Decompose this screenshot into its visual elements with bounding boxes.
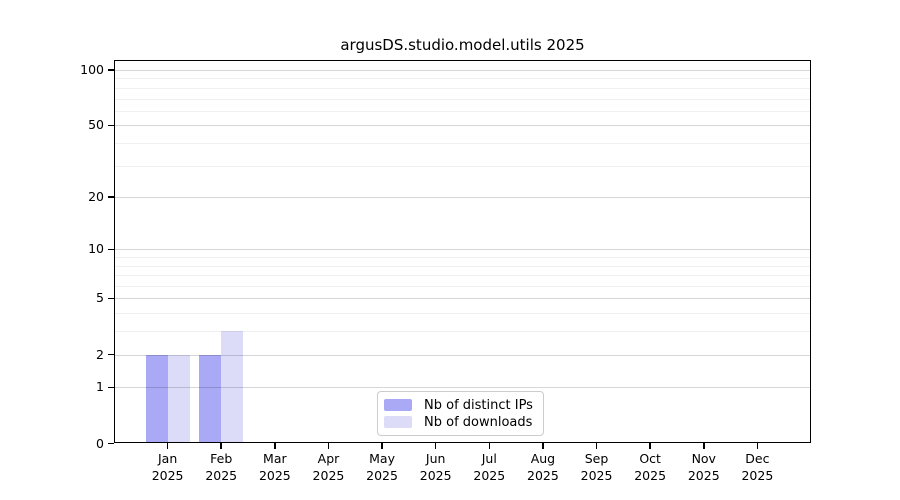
month-label: Sep	[584, 451, 609, 466]
x-tick-label: Aug 2025	[511, 450, 575, 484]
x-tick-label: May 2025	[350, 450, 414, 484]
chart-title: argusDS.studio.model.utils 2025	[340, 36, 585, 54]
legend-swatch	[384, 416, 412, 428]
x-tick-label: Nov 2025	[672, 450, 736, 484]
y-axis-tick	[108, 124, 114, 127]
y-axis-tick	[108, 386, 114, 389]
x-axis-tick	[166, 443, 169, 449]
month-label: Feb	[210, 451, 233, 466]
bar-distinct-ips	[145, 354, 168, 443]
x-axis-tick	[488, 443, 491, 449]
y-tick-label: 50	[88, 117, 104, 133]
y-axis-tick	[108, 196, 114, 198]
x-tick-label: Feb 2025	[189, 450, 253, 484]
x-tick-label: Oct 2025	[618, 450, 682, 484]
x-tick-label: Apr 2025	[296, 450, 360, 484]
y-axis-tick	[108, 297, 114, 300]
year-label: 2025	[634, 468, 667, 483]
y-axis-tick	[108, 69, 114, 71]
x-axis-tick	[434, 443, 437, 449]
y-axis-tick	[108, 442, 114, 445]
x-axis-tick	[542, 443, 544, 449]
year-label: 2025	[366, 468, 398, 483]
month-label: Jun	[425, 451, 446, 466]
legend-entry: Nb of downloads	[384, 414, 535, 430]
year-label: 2025	[741, 468, 774, 483]
y-tick-label: 10	[88, 241, 104, 257]
month-label: Jan	[157, 451, 178, 466]
plot-area	[114, 60, 811, 443]
y-axis-tick	[108, 248, 114, 251]
x-axis-tick	[703, 443, 705, 449]
month-label: Dec	[745, 451, 770, 466]
year-label: 2025	[205, 468, 238, 483]
bar-downloads	[167, 354, 190, 443]
year-label: 2025	[312, 468, 345, 483]
legend-entry: Nb of distinct IPs	[384, 397, 535, 413]
x-axis-tick	[756, 443, 759, 449]
x-axis-tick	[595, 443, 598, 449]
year-label: 2025	[151, 468, 184, 483]
year-label: 2025	[687, 468, 720, 483]
x-axis-tick	[274, 443, 276, 449]
year-label: 2025	[580, 468, 613, 483]
month-label: Jul	[481, 451, 497, 466]
x-axis-tick	[327, 443, 330, 449]
y-tick-label: 100	[80, 62, 104, 77]
y-tick-label: 1	[96, 379, 104, 395]
y-tick-label: 2	[96, 346, 104, 362]
bar-downloads	[221, 331, 244, 443]
y-axis-tick	[108, 353, 114, 356]
month-label: May	[369, 451, 395, 466]
x-axis-tick	[381, 443, 383, 449]
x-tick-label: Jan 2025	[136, 450, 200, 484]
month-label: Nov	[691, 451, 716, 466]
x-tick-label: Jul 2025	[457, 450, 521, 484]
legend-swatch	[384, 399, 412, 411]
x-tick-label: Mar 2025	[243, 450, 307, 484]
month-label: Mar	[263, 451, 287, 466]
year-label: 2025	[258, 468, 291, 483]
year-label: 2025	[527, 468, 559, 483]
legend-label: Nb of downloads	[424, 414, 533, 430]
y-tick-label: 20	[88, 189, 104, 205]
x-axis-tick	[649, 443, 651, 449]
year-label: 2025	[473, 468, 506, 483]
x-tick-label: Sep 2025	[565, 450, 629, 484]
x-tick-label: Dec 2025	[725, 450, 789, 484]
legend-label: Nb of distinct IPs	[424, 397, 533, 413]
month-label: Oct	[639, 451, 661, 466]
y-tick-label: 5	[96, 290, 104, 306]
year-label: 2025	[419, 468, 452, 483]
month-label: Apr	[317, 451, 340, 466]
legend: Nb of distinct IPs Nb of downloads	[377, 391, 544, 436]
x-tick-label: Jun 2025	[404, 450, 468, 484]
y-tick-label: 0	[96, 435, 104, 451]
bar-distinct-ips	[199, 354, 222, 443]
month-label: Aug	[530, 451, 556, 466]
x-axis-tick	[220, 443, 222, 449]
